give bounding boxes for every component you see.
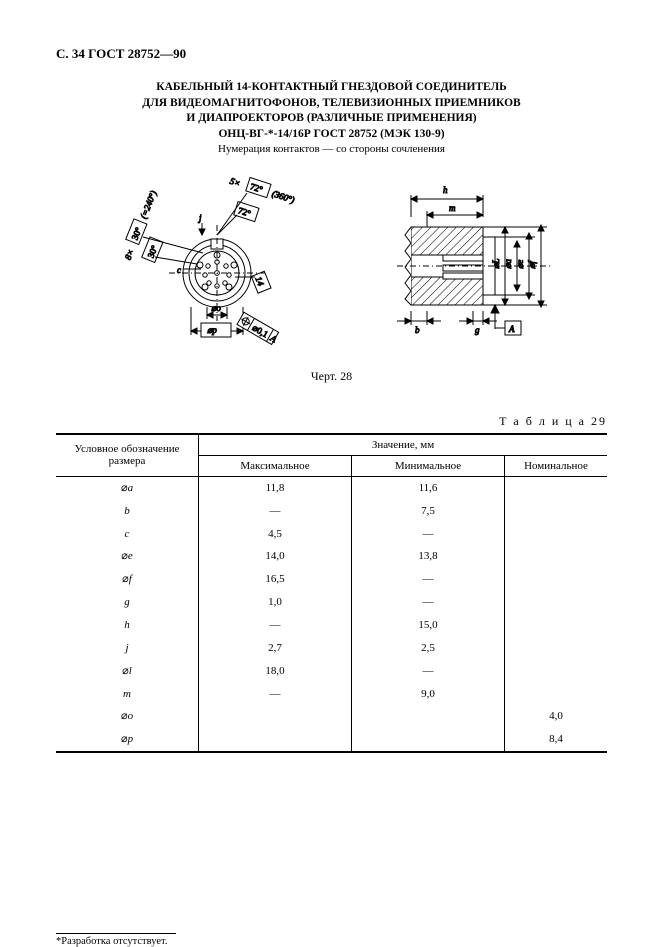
cell-nom xyxy=(505,500,608,523)
table-label: Т а б л и ц а 29 xyxy=(56,414,607,429)
lbl-do: ⌀o xyxy=(211,303,221,313)
cell-min xyxy=(352,705,505,728)
lbl-m: m xyxy=(449,203,456,213)
cell-sym: ⌀l xyxy=(56,660,199,683)
lbl-dp: ⌀p xyxy=(207,325,217,335)
lbl-b: b xyxy=(415,325,420,335)
cell-max xyxy=(199,728,352,752)
cell-sym: ⌀o xyxy=(56,705,199,728)
cell-max: — xyxy=(199,683,352,706)
cell-sym: m xyxy=(56,683,199,706)
cell-max: 11,8 xyxy=(199,476,352,499)
th-min: Минимальное xyxy=(352,455,505,476)
th-val: Значение, мм xyxy=(199,434,608,456)
title-line-3: И ДИАПРОЕКТОРОВ (РАЗЛИЧНЫЕ ПРИМЕНЕНИЯ) xyxy=(56,111,607,127)
table-row: ⌀l18,0— xyxy=(56,660,607,683)
cell-min: 9,0 xyxy=(352,683,505,706)
lbl-A: A xyxy=(508,324,515,334)
cell-max: 18,0 xyxy=(199,660,352,683)
figure-section: h m xyxy=(357,165,557,365)
dimension-table: Условное обозначение размера Значение, м… xyxy=(56,433,607,753)
table-row: ⌀o 4,0 xyxy=(56,705,607,728)
figure-row: 5× 72° (360°) 72° 8× 30° (=240°) 30° xyxy=(56,165,607,365)
cell-nom xyxy=(505,545,608,568)
cell-sym: c xyxy=(56,523,199,546)
title-line-4: ОНЦ-ВГ-*-14/16Р ГОСТ 28752 (МЭК 130-9) xyxy=(56,127,607,143)
cell-nom: 8,4 xyxy=(505,728,608,752)
cell-nom xyxy=(505,476,608,499)
ang-240: (=240°) xyxy=(138,189,158,220)
cell-min: — xyxy=(352,660,505,683)
cell-max: — xyxy=(199,500,352,523)
cell-max xyxy=(199,705,352,728)
table-row: j2,72,5 xyxy=(56,637,607,660)
lbl-dL: ⌀L xyxy=(491,258,501,268)
title-block: КАБЕЛЬНЫЙ 14-КОНТАКТНЫЙ ГНЕЗДОВОЙ СОЕДИН… xyxy=(56,80,607,157)
table-row: m—9,0 xyxy=(56,683,607,706)
figure-front: 5× 72° (360°) 72° 8× 30° (=240°) 30° xyxy=(107,165,327,365)
cell-nom xyxy=(505,683,608,706)
cell-min: 7,5 xyxy=(352,500,505,523)
table-row: ⌀f16,5— xyxy=(56,568,607,591)
page-header: С. 34 ГОСТ 28752—90 xyxy=(56,46,607,62)
table-row: ⌀a11,811,6 xyxy=(56,476,607,499)
lbl-j: j xyxy=(198,213,202,223)
footnote-rule xyxy=(56,933,176,934)
cell-max: 14,0 xyxy=(199,545,352,568)
lbl-de: ⌀e xyxy=(515,259,525,268)
cell-sym: ⌀f xyxy=(56,568,199,591)
title-line-1: КАБЕЛЬНЫЙ 14-КОНТАКТНЫЙ ГНЕЗДОВОЙ СОЕДИН… xyxy=(56,80,607,96)
lbl-g: g xyxy=(475,325,480,335)
footnote: *Разработка отсутствует. xyxy=(56,936,607,947)
ang-360: (360°) xyxy=(270,188,295,205)
table-row: g1,0— xyxy=(56,591,607,614)
cell-sym: j xyxy=(56,637,199,660)
cell-min: 15,0 xyxy=(352,614,505,637)
cell-max: — xyxy=(199,614,352,637)
cell-max: 4,5 xyxy=(199,523,352,546)
cell-max: 16,5 xyxy=(199,568,352,591)
cell-min: 13,8 xyxy=(352,545,505,568)
cell-sym: g xyxy=(56,591,199,614)
cell-sym: ⌀p xyxy=(56,728,199,752)
cell-min: 11,6 xyxy=(352,476,505,499)
cell-nom xyxy=(505,523,608,546)
cell-sym: ⌀e xyxy=(56,545,199,568)
cell-min: — xyxy=(352,591,505,614)
cell-nom xyxy=(505,660,608,683)
table-row: ⌀p 8,4 xyxy=(56,728,607,752)
cell-min: — xyxy=(352,523,505,546)
cell-min xyxy=(352,728,505,752)
title-sub: Нумерация контактов — со стороны сочлене… xyxy=(56,142,607,157)
cell-nom: 4,0 xyxy=(505,705,608,728)
cell-nom xyxy=(505,614,608,637)
th-max: Максимальное xyxy=(199,455,352,476)
cell-max: 1,0 xyxy=(199,591,352,614)
table-row: c4,5— xyxy=(56,523,607,546)
table-row: h—15,0 xyxy=(56,614,607,637)
cell-sym: b xyxy=(56,500,199,523)
th-nom: Номинальное xyxy=(505,455,608,476)
cell-sym: ⌀a xyxy=(56,476,199,499)
cell-nom xyxy=(505,637,608,660)
cell-max: 2,7 xyxy=(199,637,352,660)
lbl-da: ⌀a xyxy=(503,258,513,268)
cell-nom xyxy=(505,591,608,614)
table-row: ⌀e14,013,8 xyxy=(56,545,607,568)
ang-5x: 5× xyxy=(228,176,241,189)
lbl-h: h xyxy=(443,185,448,195)
title-line-2: ДЛЯ ВИДЕОМАГНИТОФОНОВ, ТЕЛЕВИЗИОННЫХ ПРИ… xyxy=(56,96,607,112)
figure-caption: Черт. 28 xyxy=(56,369,607,384)
ang-30a: 30° xyxy=(129,225,143,241)
cell-min: — xyxy=(352,568,505,591)
th-sym: Условное обозначение размера xyxy=(56,434,199,477)
ang-8x: 8× xyxy=(122,248,135,262)
cell-nom xyxy=(505,568,608,591)
cell-min: 2,5 xyxy=(352,637,505,660)
table-row: b—7,5 xyxy=(56,500,607,523)
cell-sym: h xyxy=(56,614,199,637)
